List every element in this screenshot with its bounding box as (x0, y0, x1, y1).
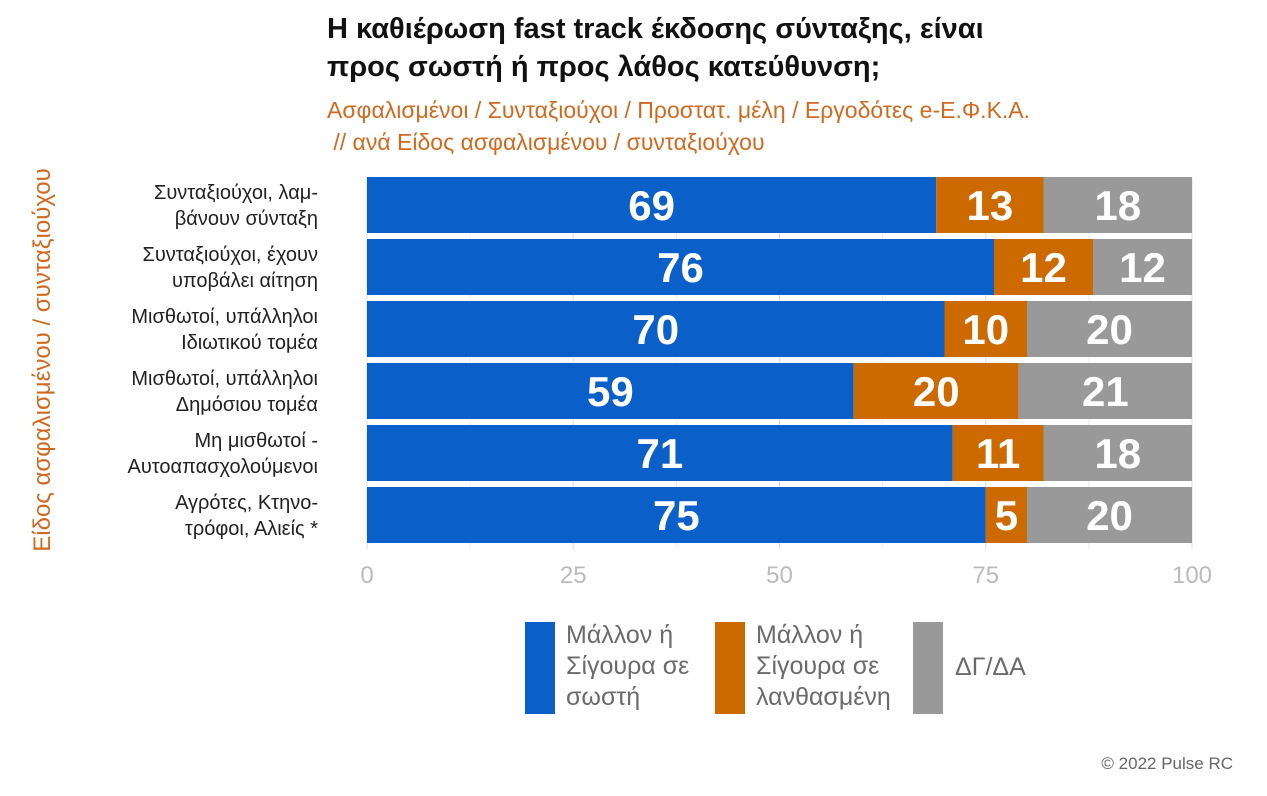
data-label: 20 (1086, 306, 1133, 353)
bar-positive (367, 177, 937, 233)
chart-title-line-2: προς σωστή ή προς λάθος κατεύθυνση; (327, 51, 881, 83)
bar-positive (367, 363, 854, 419)
chart-title-line-1: Η καθιέρωση fast track έκδοσης σύνταξης,… (327, 13, 984, 45)
legend-label-line: σωστή (566, 683, 641, 711)
category-label: Μισθωτοί, υπάλληλοι Ιδιωτικού τομέα (30, 304, 318, 356)
bar-dk (1043, 425, 1192, 481)
legend-label-line: ΔΓ/ΔΑ (955, 653, 1026, 681)
bar-positive (367, 425, 953, 481)
legend-swatch-positive (525, 622, 555, 714)
bar-dk (1043, 177, 1192, 233)
category-label: Συνταξιούχοι, λαμ- βάνουν σύνταξη (30, 180, 318, 232)
data-label: 75 (653, 492, 700, 539)
chart-subtitle: Ασφαλισμένοι / Συνταξιούχοι / Προστατ. μ… (327, 94, 1227, 158)
category-label: Αγρότες, Κτηνο- τρόφοι, Αλιείς * (30, 490, 318, 542)
data-label: 21 (1082, 368, 1129, 415)
data-label: 5 (995, 492, 1018, 539)
legend-label-dk: ΔΓ/ΔΑ (955, 652, 1026, 683)
bar-dk (1093, 239, 1192, 295)
data-label: 59 (587, 368, 634, 415)
legend-swatch-negative (715, 622, 745, 714)
chart-subtitle-line-1: Ασφαλισμένοι / Συνταξιούχοι / Προστατ. μ… (327, 97, 1031, 123)
bar-negative (994, 239, 1093, 295)
category-label-line: τρόφοι, Αλιείς * (184, 518, 318, 540)
category-label-line: βάνουν σύνταξη (174, 208, 318, 230)
x-tick-label: 50 (766, 562, 793, 589)
data-label: 18 (1094, 182, 1141, 229)
category-label: Μισθωτοί, υπάλληλοι Δημόσιου τομέα (30, 366, 318, 418)
category-label-line: Αγρότες, Κτηνο- (175, 492, 318, 514)
data-label: 11 (976, 430, 1020, 477)
data-label: 18 (1094, 430, 1141, 477)
data-label: 20 (913, 368, 960, 415)
x-tick-label: 75 (972, 562, 999, 589)
data-label: 76 (657, 244, 704, 291)
data-label: 20 (1086, 492, 1133, 539)
bar-negative (952, 425, 1044, 481)
data-label: 10 (962, 306, 1009, 353)
bar-negative (985, 487, 1027, 543)
bar-positive (367, 239, 994, 295)
category-label-line: υποβάλει αίτηση (171, 270, 318, 292)
x-tick-label: 0 (360, 562, 373, 589)
legend-label-positive: Μάλλον ή Σίγουρα σε σωστή (566, 620, 689, 713)
category-label-line: Μισθωτοί, υπάλληλοι (131, 368, 318, 390)
bar-dk (1018, 363, 1192, 419)
x-tick-label: 25 (560, 562, 587, 589)
bar-positive (367, 487, 986, 543)
category-label: Συνταξιούχοι, έχουν υποβάλει αίτηση (30, 242, 318, 294)
category-label-line: Ιδιωτικού τομέα (181, 332, 318, 354)
legend-swatch-dk (913, 622, 943, 714)
legend-label-line: Σίγουρα σε (756, 652, 880, 680)
chart-title: Η καθιέρωση fast track έκδοσης σύνταξης,… (327, 10, 1227, 86)
legend-label-line: Μάλλον ή (566, 621, 674, 649)
category-label-line: Μισθωτοί, υπάλληλοι (131, 306, 318, 328)
bar-negative (936, 177, 1044, 233)
x-tick-label: 100 (1172, 562, 1212, 589)
data-label: 71 (637, 430, 684, 477)
category-label-line: Αυτοαπασχολούμενοι (127, 456, 318, 478)
category-label-line: Μη μισθωτοί - (194, 430, 318, 452)
copyright-text: © 2022 Pulse RC (1101, 754, 1233, 773)
data-label: 69 (628, 182, 675, 229)
bar-dk (1027, 487, 1192, 543)
data-label: 12 (1020, 244, 1067, 291)
category-label-line: Συνταξιούχοι, λαμ- (153, 182, 318, 204)
legend-label-line: Μάλλον ή (756, 621, 864, 649)
legend-label-line: λανθασμένη (756, 683, 891, 711)
bar-positive (367, 301, 945, 357)
bar-dk (1027, 301, 1192, 357)
category-label-line: Συνταξιούχοι, έχουν (142, 244, 318, 266)
legend-label-negative: Μάλλον ή Σίγουρα σε λανθασμένη (756, 620, 891, 713)
data-label: 13 (967, 182, 1014, 229)
data-label: 12 (1119, 244, 1166, 291)
data-label: 70 (632, 306, 679, 353)
category-label-line: Δημόσιου τομέα (175, 394, 318, 416)
category-label: Μη μισθωτοί - Αυτοαπασχολούμενοι (30, 428, 318, 480)
bar-negative (853, 363, 1019, 419)
chart-subtitle-line-2: // ανά Είδος ασφαλισμένου / συνταξιούχου (327, 129, 765, 155)
legend-label-line: Σίγουρα σε (566, 652, 690, 680)
bar-negative (944, 301, 1027, 357)
